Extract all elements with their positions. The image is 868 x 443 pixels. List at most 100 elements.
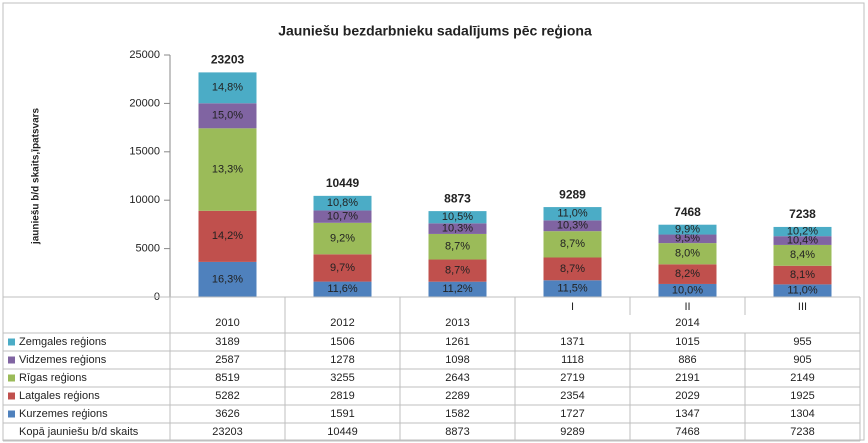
x-tick-label: III bbox=[798, 301, 807, 313]
segment-label: 11,2% bbox=[442, 283, 473, 295]
segment-label: 16,3% bbox=[212, 273, 243, 285]
table-cell: 9289 bbox=[560, 426, 584, 438]
table-cell: 2587 bbox=[215, 354, 239, 366]
table-cell: 2819 bbox=[330, 390, 354, 402]
segment-label: 8,4% bbox=[790, 249, 815, 261]
bar-segment bbox=[198, 128, 257, 211]
x-tick-label: II bbox=[684, 301, 690, 313]
bar-segment bbox=[543, 257, 602, 281]
x-group-label: 2014 bbox=[675, 317, 699, 329]
segment-label: 8,7% bbox=[445, 241, 470, 253]
bar-segment bbox=[313, 222, 372, 255]
segment-label: 13,3% bbox=[212, 163, 243, 175]
bar-segment bbox=[543, 280, 602, 297]
y-tick-label: 20000 bbox=[129, 97, 160, 109]
x-tick-label: 2010 bbox=[215, 317, 239, 329]
segment-label: 8,7% bbox=[445, 265, 470, 277]
total-label: 7468 bbox=[674, 205, 701, 219]
bar-segment bbox=[658, 264, 717, 284]
bar-segment bbox=[198, 261, 257, 297]
legend-swatch bbox=[8, 392, 15, 400]
table-cell: 5282 bbox=[215, 390, 239, 402]
legend-label: Vidzemes reģions bbox=[19, 353, 107, 366]
table-cell: 2029 bbox=[675, 390, 699, 402]
segment-label: 14,2% bbox=[212, 230, 243, 242]
segment-label: 8,7% bbox=[560, 238, 585, 250]
bar-segment bbox=[313, 254, 372, 282]
table-cell: 1098 bbox=[445, 354, 469, 366]
table-cell: 1582 bbox=[445, 408, 469, 420]
table-cell: 1278 bbox=[330, 354, 354, 366]
bar-segment bbox=[428, 281, 487, 297]
segment-label: 10,7% bbox=[327, 211, 358, 223]
bar-segment bbox=[428, 233, 487, 260]
bar-segment bbox=[658, 243, 717, 265]
bar-segment bbox=[313, 195, 372, 211]
table-cell: 2149 bbox=[790, 372, 814, 384]
table-cell: 1506 bbox=[330, 336, 354, 348]
table-cell: 3189 bbox=[215, 336, 239, 348]
segment-label: 9,9% bbox=[675, 224, 700, 236]
legend-label: Rīgas reģions bbox=[19, 371, 87, 384]
total-label: 9289 bbox=[559, 187, 586, 201]
table-cell: 886 bbox=[678, 354, 696, 366]
segment-label: 9,5% bbox=[675, 233, 700, 245]
table-cell: 1118 bbox=[561, 354, 584, 366]
table-cell: 1371 bbox=[560, 336, 584, 348]
legend-swatch bbox=[8, 374, 15, 382]
x-tick-label: I bbox=[571, 301, 574, 313]
bar-segment bbox=[428, 211, 487, 224]
total-row-label: Kopā jauniešu b/d skaits bbox=[19, 426, 139, 438]
bar-segment bbox=[313, 281, 372, 297]
segment-label: 10,3% bbox=[557, 220, 588, 232]
segment-label: 10,8% bbox=[327, 197, 358, 209]
chart-title: Jauniešu bezdarbnieku sadalījums pēc reģ… bbox=[278, 23, 592, 39]
legend-label: Kurzemes reģions bbox=[19, 407, 108, 420]
segment-label: 11,6% bbox=[327, 283, 358, 295]
legend-swatch bbox=[8, 338, 15, 346]
table-cell: 1347 bbox=[675, 408, 699, 420]
table-cell: 1727 bbox=[560, 408, 584, 420]
bar-segment bbox=[658, 234, 717, 244]
segment-label: 10,2% bbox=[787, 225, 818, 237]
table-cell: 1015 bbox=[675, 336, 699, 348]
segment-label: 8,0% bbox=[675, 248, 700, 260]
bar-segment bbox=[658, 283, 717, 297]
table-cell: 2289 bbox=[445, 390, 469, 402]
table-cell: 8873 bbox=[445, 426, 469, 438]
bar-segment bbox=[543, 220, 602, 232]
bar-segment bbox=[773, 284, 832, 297]
segment-label: 8,7% bbox=[560, 263, 585, 275]
table-cell: 955 bbox=[793, 336, 811, 348]
total-label: 23203 bbox=[211, 53, 245, 67]
table-cell: 905 bbox=[793, 354, 811, 366]
segment-label: 8,1% bbox=[790, 269, 815, 281]
segment-label: 9,7% bbox=[330, 262, 355, 274]
table-cell: 3255 bbox=[330, 372, 354, 384]
legend-swatch bbox=[8, 356, 15, 364]
table-cell: 1304 bbox=[790, 408, 814, 420]
bar-segment bbox=[773, 226, 832, 237]
segment-label: 10,4% bbox=[787, 234, 818, 246]
y-tick-label: 15000 bbox=[129, 146, 160, 158]
total-label: 8873 bbox=[444, 191, 471, 205]
table-cell: 7468 bbox=[675, 426, 699, 438]
segment-label: 11,5% bbox=[557, 283, 588, 295]
legend-label: Zemgales reģions bbox=[19, 335, 107, 348]
segment-label: 10,3% bbox=[442, 223, 473, 235]
table-cell: 23203 bbox=[212, 426, 243, 438]
table-cell: 1591 bbox=[330, 408, 354, 420]
table-cell: 7238 bbox=[790, 426, 814, 438]
table-cell: 1261 bbox=[445, 336, 469, 348]
table-cell: 2354 bbox=[560, 390, 584, 402]
x-tick-label: 2013 bbox=[445, 317, 469, 329]
y-tick-label: 25000 bbox=[129, 49, 160, 61]
bar-segment bbox=[313, 210, 372, 223]
segment-label: 14,8% bbox=[212, 82, 243, 94]
y-tick-label: 10000 bbox=[129, 194, 160, 206]
bar-segment bbox=[543, 231, 602, 258]
bar-segment bbox=[543, 207, 602, 221]
segment-label: 10,5% bbox=[442, 211, 473, 223]
bar-segment bbox=[428, 259, 487, 282]
